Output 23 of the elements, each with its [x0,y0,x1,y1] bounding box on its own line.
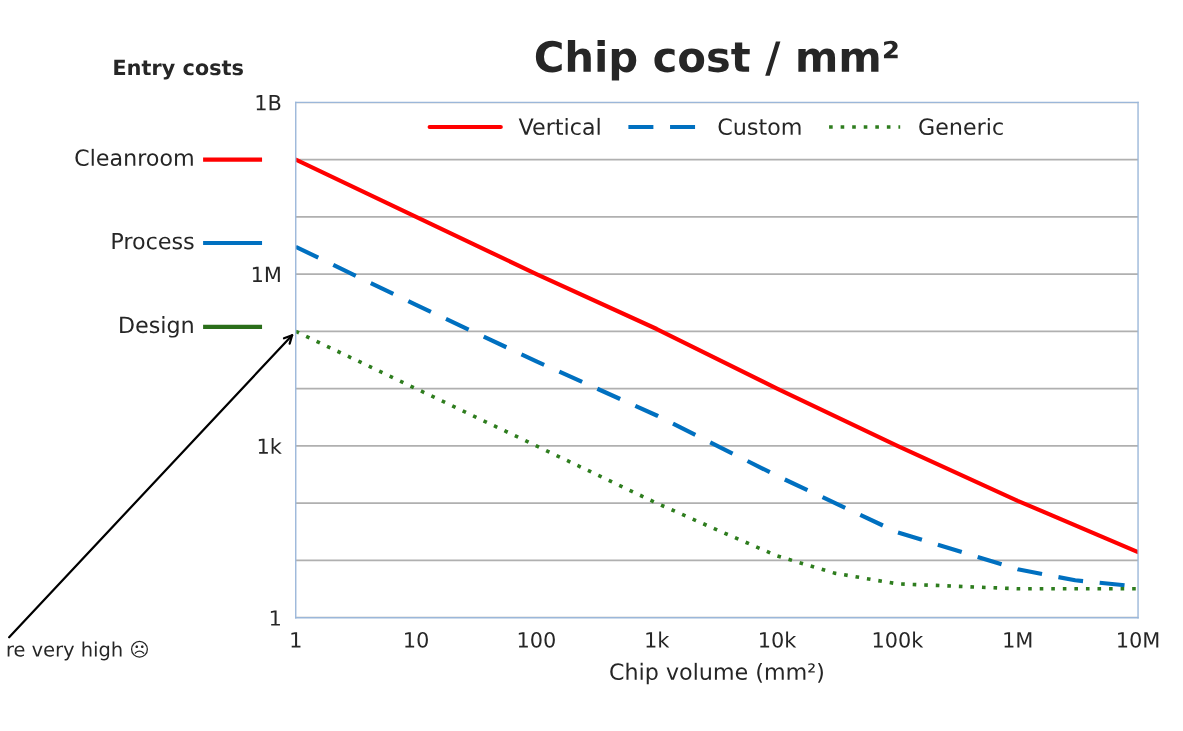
legend-label: Vertical [518,117,600,136]
y-tick-label: 1B [256,95,281,111]
text: Entry costs [114,59,243,80]
y-tick-label: 1k [258,437,282,454]
x-tick-label: 100k [873,631,924,648]
x-tick-label: 1M [1004,632,1032,648]
x-tick-label: 1 [291,632,301,648]
line-series [295,157,1139,555]
annotation: re very high ☹ [7,640,148,661]
ref-line-label: Design [120,316,193,338]
y-tick-label: 1 [270,610,280,626]
x-axis-title: Chip volume (mm²) [610,662,823,685]
chart-title: Chip cost / mm² [535,40,898,81]
x-tick-label: 10k [760,631,797,648]
ref-line-label: Cleanroom [75,148,193,167]
y-tick-label: 1M [252,266,280,283]
x-tick-label: 1k [646,631,670,648]
x-tick-label: 10M [1118,631,1159,648]
ref-line-label: Process [112,232,194,250]
x-tick-label: 100 [518,631,555,648]
legend-label: Generic [919,117,1003,136]
x-tick-label: 10 [405,631,428,648]
legend-label: Custom [718,118,801,136]
